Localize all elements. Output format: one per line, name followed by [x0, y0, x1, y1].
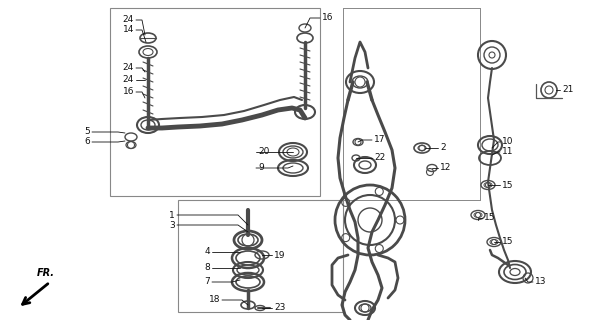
Text: 16: 16	[322, 13, 334, 22]
Text: 23: 23	[274, 303, 285, 313]
Text: 20: 20	[258, 148, 269, 156]
Bar	[178, 200, 343, 312]
Text: 15: 15	[484, 213, 496, 222]
Text: 8: 8	[204, 263, 210, 273]
Text: 16: 16	[122, 87, 134, 97]
Text: 13: 13	[535, 277, 547, 286]
Text: 24: 24	[123, 15, 134, 25]
Text: 11: 11	[502, 148, 513, 156]
Text: 24: 24	[123, 76, 134, 84]
Text: 7: 7	[204, 277, 210, 286]
Text: 21: 21	[562, 85, 573, 94]
Text: 5: 5	[84, 127, 90, 137]
Text: 4: 4	[204, 247, 210, 257]
Text: 2: 2	[440, 143, 446, 153]
Text: 18: 18	[209, 295, 220, 305]
Text: 10: 10	[502, 138, 513, 147]
Text: 12: 12	[440, 164, 452, 172]
Text: FR.: FR.	[37, 268, 55, 278]
Text: 1: 1	[170, 211, 175, 220]
Text: 6: 6	[84, 138, 90, 147]
Text: 9: 9	[258, 164, 264, 172]
Text: 15: 15	[502, 237, 513, 246]
Text: 19: 19	[274, 251, 286, 260]
Text: 24: 24	[123, 63, 134, 73]
Text: 17: 17	[374, 135, 386, 145]
Text: 3: 3	[170, 220, 175, 229]
Text: 22: 22	[374, 154, 385, 163]
Text: 15: 15	[502, 180, 513, 189]
Bar	[110, 8, 320, 196]
Text: 14: 14	[122, 26, 134, 35]
